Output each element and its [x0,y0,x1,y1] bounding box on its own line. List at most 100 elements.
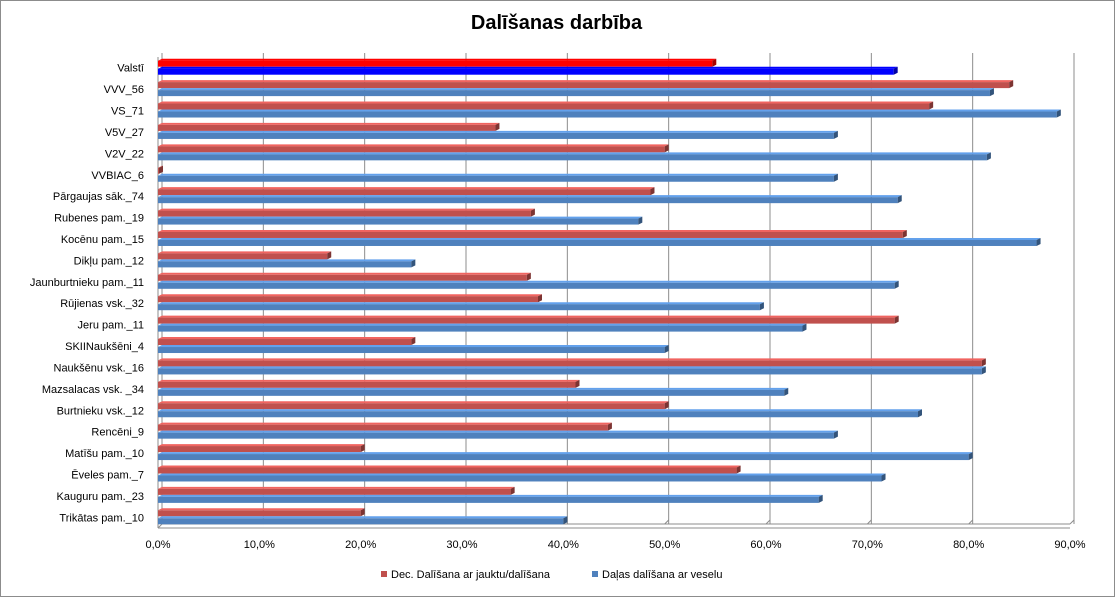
bar-end [894,280,899,289]
gridline-floor [765,519,771,525]
bar-end [360,444,365,453]
legend-swatch [592,571,598,577]
bar-end [818,494,823,503]
bar-top [158,272,531,275]
bar [158,237,1041,246]
bar-end [664,401,669,410]
bar [158,401,669,410]
bar-top [158,366,986,369]
category-label: SKIINaukšēni_4 [65,341,144,353]
bar-face [158,90,990,97]
bar-top [158,195,902,198]
bar [158,80,1014,89]
bar [158,494,823,503]
bar-end [929,101,934,110]
bar-top [158,409,922,412]
bar [158,315,899,324]
bar-face [158,60,713,67]
bar-face [158,296,538,303]
bar-face [158,197,898,204]
category-label: Naukšēnu vsk._16 [54,362,145,374]
bar-top [158,130,838,133]
bar-face [158,282,895,289]
bar-top [158,473,886,476]
bar [158,516,568,525]
bar-face [158,231,903,238]
bar-top [158,508,365,511]
bar-end [563,516,568,525]
x-tick-label: 0,0% [145,539,170,551]
bar-end [360,508,365,517]
bar [158,473,886,482]
bar-top [158,208,535,211]
category-label: Burtnieku vsk._12 [57,405,144,417]
bar-top [158,88,994,91]
legend-label: Dec. Dalīšana ar jauktu/dalīšana [391,569,551,581]
bar [158,122,500,131]
bar [158,337,416,346]
bar-top [158,152,991,155]
bar-face [158,218,639,225]
bar-top [158,122,500,125]
bar-face [158,82,1010,89]
bar [158,130,838,139]
gridline-floor [968,519,974,525]
bar [158,187,655,196]
bar-end [495,122,500,131]
bar-end [893,66,898,75]
bar-face [158,368,982,375]
bar-end [327,251,332,260]
category-label: Jaunburtnieku pam._11 [30,277,144,289]
bar-top [158,66,898,69]
bar-end [833,430,838,439]
bar [158,109,1061,118]
bar-face [158,132,834,139]
bar-top [158,251,332,254]
bar [158,272,531,281]
bar [158,88,994,97]
bar-face [158,274,527,281]
bar-top [158,401,669,404]
bar-face [158,325,803,332]
bar [158,302,764,311]
bar-end [411,337,416,346]
bar [158,173,838,182]
bar-face [158,210,531,217]
axis-depth [157,523,163,529]
bar-top [158,109,1061,112]
bar-end [881,473,886,482]
bar [158,208,535,217]
bar-face [158,175,834,182]
legend-label: Daļas dalīšana ar veselu [602,569,722,581]
bar-top [158,345,669,348]
category-label: Dikļu pam._12 [74,255,144,267]
bar-top [158,337,416,340]
bar-top [158,315,899,318]
bar-end [1036,237,1041,246]
bar [158,452,973,461]
bar-face [158,518,564,525]
gridline-floor [866,519,872,525]
bar-face [158,103,930,110]
category-label: V5V_27 [105,127,144,139]
category-label: Kocēnu pam._15 [61,234,144,246]
bar-end [575,379,580,388]
bar-top [158,294,542,297]
bar-top [158,229,907,232]
bar-face [158,446,361,453]
bar-top [158,58,717,61]
bar-end [736,465,741,474]
bar-face [158,304,760,311]
bar [158,251,332,260]
bar-face [158,454,969,461]
category-label: VVV_56 [104,84,144,96]
bar [158,229,907,238]
bar [158,195,902,204]
bar-top [158,516,568,519]
x-tick-label: 70,0% [852,539,883,551]
bar-top [158,302,764,305]
bar-face [158,189,651,196]
x-tick-label: 90,0% [1054,539,1085,551]
bar-face [158,239,1037,246]
